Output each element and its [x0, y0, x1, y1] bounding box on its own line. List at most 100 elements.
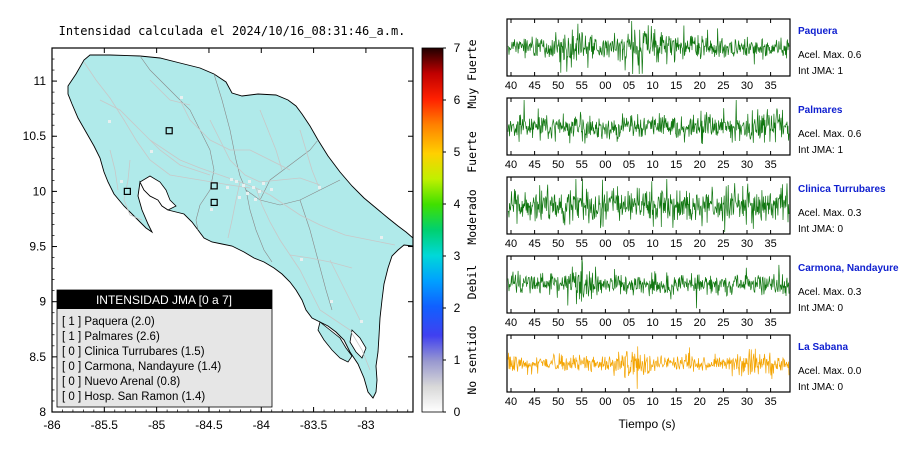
legend-item: [ 0 ] Clinica Turrubares (1.5) [62, 346, 205, 358]
seismogram-accel-max: Acel. Max. 0.3 [798, 208, 862, 219]
seismogram-x-tick-label: 10 [646, 238, 658, 250]
seismogram-x-tick-label: 00 [599, 80, 611, 92]
seismogram-x-tick-label: 20 [694, 80, 706, 92]
costa-rica-land [67, 54, 413, 399]
map-y-tick-label: 8.5 [29, 350, 46, 364]
colorbar-category-label: Muy Fuerte [465, 39, 479, 108]
seismogram-x-tick-label: 30 [741, 80, 753, 92]
seismogram-trace [507, 20, 790, 75]
seismogram-trace [507, 99, 790, 145]
seismogram-x-tick-label: 30 [741, 159, 753, 171]
legend-item: [ 0 ] Nuevo Arenal (0.8) [62, 376, 180, 388]
seismogram-x-tick-label: 55 [576, 396, 588, 408]
seismogram-station-name: Palmares [798, 105, 843, 116]
seismogram-x-tick-label: 50 [552, 238, 564, 250]
station-marker [165, 127, 173, 135]
seismogram-x-tick-label: 35 [764, 80, 776, 92]
seismogram-accel-max: Acel. Max. 0.6 [798, 50, 862, 61]
map-y-tick-label: 8 [39, 405, 46, 419]
colorbar-tick-label: 4 [454, 197, 461, 211]
seismogram-panel: 40 45 50 55 00 05 10 15 20 25 30 35 Paquera Acel. Max… [505, 18, 862, 92]
seismogram-x-tick-label: 25 [717, 396, 729, 408]
map-x-tick-label: -84 [253, 418, 271, 432]
map-x-tick-label: -83 [357, 418, 375, 432]
seismogram-trace [507, 178, 790, 233]
seismogram-x-tick-label: 00 [599, 396, 611, 408]
map-x-tick-label: -84.5 [195, 418, 223, 432]
map-y-tick-label: 11 [34, 74, 47, 88]
seismogram-x-tick-label: 15 [670, 238, 682, 250]
seismogram-x-tick-label: 05 [623, 80, 635, 92]
seismogram-panel: 40 45 50 55 00 05 10 15 20 25 30 35 Carmona, Nandayu… [505, 255, 899, 329]
colorbar-tick-label: 5 [454, 145, 461, 159]
colorbar-tick-label: 0 [454, 405, 461, 419]
seismogram-x-tick-label: 25 [717, 80, 729, 92]
seismogram-x-tick-label: 45 [528, 159, 540, 171]
map-y-tick-label: 9.5 [29, 240, 46, 254]
seismogram-x-tick-label: 40 [505, 80, 517, 92]
seismogram-xlabel: Tiempo (s) [619, 417, 676, 431]
map-x-axis: -86 -85.5 -85 -84.5 -84 -83.5 -83 [43, 48, 409, 432]
seismogram-x-tick-label: 30 [741, 396, 753, 408]
map-frame [51, 47, 414, 413]
seismogram-x-tick-label: 05 [623, 238, 635, 250]
legend-item: [ 1 ] Palmares (2.6) [62, 331, 160, 343]
seismogram-panel: 40 45 50 55 00 05 10 15 20 25 30 35 Palmares Acel. Ma… [505, 97, 862, 171]
colorbar-category-label: Debil [465, 265, 479, 300]
seismogram-x-tick-label: 15 [670, 80, 682, 92]
colorbar-tick-label: 2 [454, 301, 461, 315]
colorbar-category-label: Moderado [465, 189, 479, 244]
map-y-tick-label: 10.5 [23, 129, 47, 143]
seismogram-x-tick-label: 15 [670, 396, 682, 408]
seismogram-x-tick-label: 35 [764, 238, 776, 250]
map-title: Intensidad calculada el 2024/10/16_08:31… [59, 24, 406, 38]
seismogram-x-tick-label: 25 [717, 159, 729, 171]
seismogram-x-tick-label: 45 [528, 80, 540, 92]
seismogram-jma-intensity: Int JMA: 0 [798, 224, 843, 235]
seismogram-x-tick-label: 25 [717, 317, 729, 329]
station-marker [210, 198, 218, 207]
seismogram-x-tick-label: 40 [505, 317, 517, 329]
map-x-tick-label: -86 [43, 418, 61, 432]
seismogram-x-tick-label: 25 [717, 238, 729, 250]
seismogram-accel-max: Acel. Max. 0.3 [798, 287, 862, 298]
seismogram-x-tick-label: 35 [764, 396, 776, 408]
seismogram-x-tick-label: 10 [646, 80, 658, 92]
seismogram-x-tick-label: 55 [576, 159, 588, 171]
seismogram-jma-intensity: Int JMA: 0 [798, 382, 843, 393]
seismogram-x-tick-label: 45 [528, 238, 540, 250]
seismogram-x-tick-label: 15 [670, 159, 682, 171]
seismogram-x-tick-label: 00 [599, 238, 611, 250]
legend-item: [ 1 ] Paquera (2.0) [62, 316, 155, 328]
legend-title: INTENSIDAD JMA [0 a 7] [96, 293, 232, 307]
seismogram-x-tick-label: 50 [552, 80, 564, 92]
seismogram-station-name: Clinica Turrubares [798, 184, 886, 195]
station-markers [123, 127, 218, 207]
seismogram-jma-intensity: Int JMA: 1 [798, 145, 843, 156]
seismogram-panels: 40 45 50 55 00 05 10 15 20 25 30 35 Paquera Acel. Max… [505, 18, 899, 408]
seismogram-x-tick-label: 50 [552, 159, 564, 171]
seismogram-x-tick-label: 45 [528, 317, 540, 329]
seismogram-x-tick-label: 05 [623, 396, 635, 408]
station-marker [210, 182, 218, 190]
seismogram-x-tick-label: 20 [694, 396, 706, 408]
intensity-legend: INTENSIDAD JMA [0 a 7] [ 1 ] Paquera (2.… [56, 289, 273, 408]
seismogram-x-tick-label: 35 [764, 317, 776, 329]
colorbar-tick-label: 6 [454, 93, 461, 107]
intensity-colorbar: 7 6 5 4 3 2 1 0 Muy Fuerte Fuerte Moderado Debil No… [421, 39, 479, 419]
seismogram-accel-max: Acel. Max. 0.0 [798, 366, 862, 377]
seismogram-x-tick-label: 10 [646, 159, 658, 171]
seismogram-x-tick-label: 05 [623, 159, 635, 171]
seismogram-x-tick-label: 40 [505, 396, 517, 408]
seismogram-x-tick-label: 20 [694, 238, 706, 250]
seismogram-station-name: Paquera [798, 26, 838, 37]
seismogram-x-tick-label: 40 [505, 238, 517, 250]
colorbar-tick-label: 3 [454, 249, 461, 263]
seismogram-x-tick-label: 55 [576, 238, 588, 250]
seismogram-trace [507, 346, 790, 389]
map-y-axis: 11 10.5 10 9.5 9 8.5 8 [23, 47, 413, 419]
seismogram-accel-max: Acel. Max. 0.6 [798, 129, 862, 140]
seismogram-x-tick-label: 10 [646, 396, 658, 408]
legend-item: [ 0 ] Hosp. San Ramon (1.4) [62, 391, 205, 403]
